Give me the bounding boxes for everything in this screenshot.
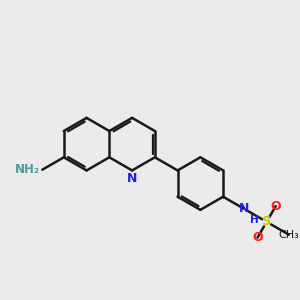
Text: N: N bbox=[127, 172, 137, 185]
Text: NH₂: NH₂ bbox=[15, 163, 40, 176]
Text: O: O bbox=[252, 231, 263, 244]
Text: H: H bbox=[250, 215, 259, 225]
Text: CH₃: CH₃ bbox=[278, 230, 299, 240]
Text: N: N bbox=[239, 202, 249, 215]
Text: S: S bbox=[262, 215, 272, 228]
Text: O: O bbox=[270, 200, 281, 213]
